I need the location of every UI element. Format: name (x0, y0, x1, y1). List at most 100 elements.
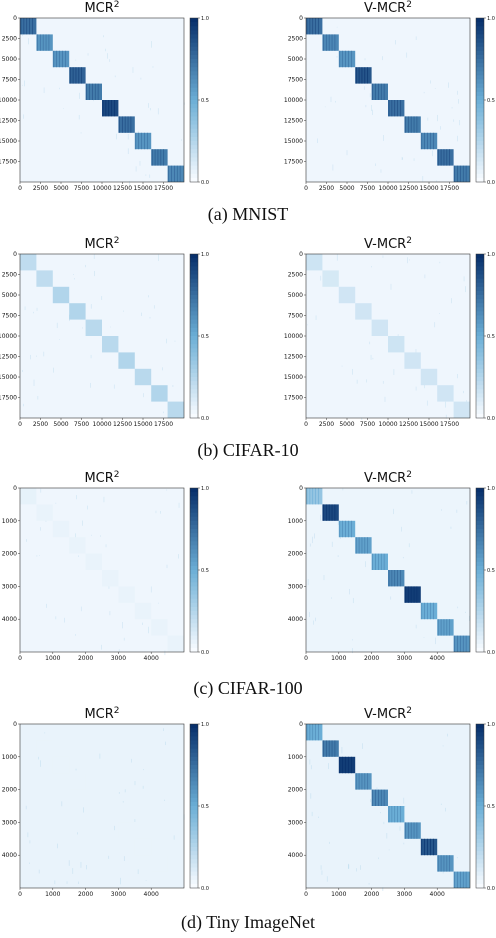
y-tick-label: 1000 (2, 518, 17, 525)
colorbar-segment (476, 79, 484, 85)
x-tick-label: 10000 (92, 185, 111, 192)
colorbar-segment (476, 169, 484, 175)
colorbar-segment (190, 524, 198, 530)
noise-mark (415, 36, 417, 40)
noise-mark (22, 84, 23, 86)
colorbar-segment (190, 401, 198, 407)
colorbar-segment (190, 635, 198, 641)
diagonal-block (453, 165, 470, 182)
colorbar-segment (476, 38, 484, 44)
colorbar-segment (190, 627, 198, 632)
noise-mark (114, 825, 116, 831)
noise-mark (28, 38, 29, 45)
colorbar-segment (190, 728, 198, 733)
noise-mark (441, 509, 442, 511)
diagonal-block (85, 83, 102, 100)
colorbar-segment (190, 619, 198, 624)
colorbar-segment (190, 290, 198, 296)
y-tick-label: 12500 (0, 118, 17, 125)
colorbar-segment (190, 104, 198, 109)
x-tick-label: 15000 (419, 421, 438, 428)
colorbar-segment (476, 867, 484, 873)
colorbar-tick-label: 0.5 (201, 568, 209, 574)
chart-title: MCR2 (84, 706, 119, 722)
noise-mark (63, 108, 64, 109)
diagonal-block (102, 336, 119, 353)
colorbar-segment (476, 520, 484, 526)
colorbar-segment (476, 545, 484, 550)
colorbar-tick-label: 0.5 (201, 334, 209, 340)
colorbar-segment (190, 311, 198, 316)
diagonal-block (52, 756, 70, 774)
colorbar-segment (190, 488, 198, 493)
noise-mark (342, 488, 344, 491)
diagonal-block (420, 602, 438, 620)
heatmap-frame (305, 487, 471, 653)
y-tick-label: 4000 (2, 852, 17, 859)
noise-mark (108, 855, 110, 859)
colorbar-segment (190, 50, 198, 56)
y-tick-label: 15000 (0, 138, 17, 145)
y-tick-label: 1000 (2, 754, 17, 761)
y-tick-label: 5000 (2, 292, 17, 299)
colorbar-segment (476, 879, 484, 885)
colorbar-segment (476, 63, 484, 68)
colorbar-segment (476, 165, 484, 171)
colorbar-segment (476, 606, 484, 612)
diagonal-block (69, 537, 86, 554)
colorbar-segment (476, 533, 484, 538)
noise-mark (57, 843, 58, 849)
colorbar-tick-label: 1.0 (201, 252, 209, 258)
y-tick-label: 0 (299, 485, 303, 492)
x-tick-label: 3000 (111, 655, 126, 662)
noise-mark (157, 602, 159, 604)
noise-mark (59, 339, 60, 340)
y-tick-label: 7500 (2, 313, 17, 320)
noise-mark (23, 403, 24, 407)
colorbar-segment (190, 793, 198, 799)
diagonal-block (306, 18, 323, 35)
diagonal-block (52, 286, 70, 304)
colorbar-segment (190, 871, 198, 877)
noise-mark (129, 180, 131, 185)
colorbar-segment (476, 413, 484, 419)
noise-mark (90, 382, 91, 388)
colorbar-tick-label: 0.0 (201, 416, 209, 422)
y-tick-label: 10000 (284, 333, 303, 340)
diagonal-block (134, 838, 152, 856)
colorbar-segment (190, 364, 198, 370)
noise-mark (348, 864, 350, 869)
colorbar-segment (476, 266, 484, 271)
noise-mark (314, 533, 315, 539)
diagonal-block (404, 116, 421, 133)
chart-title: MCR2 (84, 0, 119, 16)
colorbar-segment (476, 258, 484, 263)
x-tick-label: 7500 (74, 185, 89, 192)
colorbar-segment (476, 157, 484, 162)
noise-mark (362, 743, 363, 749)
heatmap-2-0: MCR2 0 1000 2000 3000 4000 0 1000 2000 3000 4000 0.… (2, 470, 209, 662)
x-tick-label: 4000 (430, 655, 445, 662)
noise-mark (165, 741, 166, 746)
noise-mark (120, 877, 121, 885)
diagonal-block (355, 67, 372, 84)
noise-mark (118, 792, 120, 794)
noise-mark (317, 138, 318, 144)
colorbar-segment (190, 578, 198, 583)
noise-mark (25, 805, 27, 810)
noise-mark (432, 150, 433, 157)
colorbar-segment (190, 756, 198, 762)
chart-title-sup: 2 (114, 470, 120, 480)
x-tick-label: 15000 (133, 421, 152, 428)
colorbar-tick-label: 0.0 (487, 886, 495, 892)
colorbar-segment (476, 286, 484, 292)
noise-mark (113, 384, 115, 389)
noise-mark (352, 639, 353, 641)
noise-mark (434, 88, 436, 89)
colorbar-segment (476, 508, 484, 514)
colorbar-segment (190, 377, 198, 382)
noise-mark (341, 365, 343, 367)
noise-mark (386, 833, 388, 839)
diagonal-block (36, 270, 53, 287)
diagonal-block (371, 83, 388, 100)
